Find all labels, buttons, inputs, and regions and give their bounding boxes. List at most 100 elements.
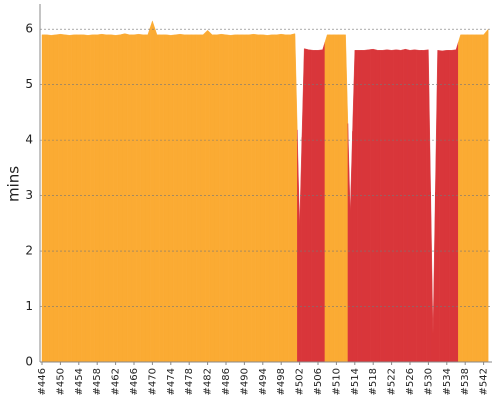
area-segment — [379, 49, 385, 363]
area-segment — [80, 34, 86, 363]
y-tick-label: 0 — [25, 355, 33, 369]
area-segment — [283, 34, 289, 363]
area-segment — [205, 30, 211, 363]
area-segment — [246, 34, 252, 363]
area-segment — [315, 49, 321, 363]
area-segment — [90, 34, 96, 363]
x-tick-label: #506 — [313, 368, 324, 395]
x-tick-label: #474 — [166, 368, 177, 395]
area-segment — [444, 50, 450, 363]
area-segment — [200, 32, 206, 363]
area-segment — [214, 34, 220, 363]
area-segment — [76, 34, 82, 363]
x-tick-label: #510 — [331, 368, 342, 395]
area-segment — [370, 48, 376, 363]
area-segment — [140, 34, 146, 363]
area-segment — [398, 49, 404, 363]
area-segment — [407, 49, 413, 363]
area-segment — [301, 48, 307, 363]
area-segment — [108, 34, 114, 363]
area-segment — [44, 34, 50, 363]
area-segment — [416, 49, 422, 363]
area-segment — [306, 48, 312, 363]
x-tick-label: #458 — [92, 368, 103, 395]
area-segment — [241, 34, 247, 363]
area-segment — [356, 50, 362, 363]
x-tick-label: #518 — [368, 368, 379, 395]
area-segment — [453, 42, 459, 363]
x-tick-label: #534 — [442, 368, 453, 395]
area-segment — [338, 34, 344, 363]
x-tick-label: #494 — [258, 368, 269, 395]
area-segment — [467, 34, 473, 363]
area-segment — [48, 34, 54, 363]
x-tick-label: #490 — [239, 368, 250, 395]
area-segment — [85, 34, 91, 363]
area-segment — [366, 49, 372, 363]
area-segment — [136, 33, 142, 363]
area-segment — [264, 34, 270, 363]
area-segment — [195, 34, 201, 363]
area-segment — [435, 50, 441, 363]
area-segment — [163, 34, 169, 363]
area-segment — [343, 34, 349, 363]
area-segment — [122, 33, 128, 363]
x-tick-label: #482 — [203, 368, 214, 395]
x-tick-label: #542 — [479, 368, 490, 395]
area-segment — [269, 34, 275, 363]
area-segment — [131, 34, 137, 363]
area-segment — [67, 34, 73, 363]
area-segment — [481, 31, 487, 363]
x-tick-label: #466 — [129, 368, 140, 395]
area-segment — [223, 34, 229, 363]
area-segment — [278, 33, 284, 363]
area-segment — [375, 49, 381, 363]
y-tick-label: 6 — [25, 22, 33, 36]
y-axis-label: mins — [5, 166, 23, 202]
area-segment — [439, 50, 445, 363]
area-segment — [113, 34, 119, 363]
area-segment — [260, 34, 266, 363]
x-tick-label: #530 — [423, 368, 434, 395]
area-segment — [186, 34, 192, 363]
area-segment — [389, 49, 395, 363]
x-tick-label: #538 — [460, 368, 471, 395]
area-segment — [421, 49, 427, 363]
y-tick-label: 4 — [25, 133, 33, 147]
area-segment — [329, 34, 335, 363]
area-segment — [471, 34, 477, 363]
area-segment — [476, 34, 482, 363]
area-segment — [402, 48, 408, 363]
area-segment — [287, 33, 293, 363]
area-segment — [149, 20, 155, 363]
area-segment — [251, 33, 257, 363]
area-segment — [462, 34, 468, 363]
area-segment — [57, 33, 63, 363]
area-segment — [99, 33, 105, 363]
area-segment — [458, 34, 464, 363]
x-tick-label: #498 — [276, 368, 287, 395]
y-tick-label: 5 — [25, 77, 33, 91]
x-tick-label: #478 — [184, 368, 195, 395]
area-segment — [393, 49, 399, 363]
x-tick-label: #450 — [55, 368, 66, 395]
area-segment — [41, 34, 45, 363]
x-tick-label: #462 — [111, 368, 122, 395]
area-segment — [384, 49, 390, 363]
area-segment — [237, 34, 243, 363]
area-segment — [297, 129, 303, 363]
area-segment — [71, 34, 77, 363]
x-tick-label: #526 — [405, 368, 416, 395]
x-tick-label: #486 — [221, 368, 232, 395]
area-segment — [448, 49, 454, 363]
area-segment — [145, 27, 151, 363]
area-segment — [94, 34, 100, 363]
area-segment — [255, 34, 261, 363]
area-segment — [228, 34, 234, 363]
x-tick-label: #514 — [350, 368, 361, 395]
area-segment — [62, 34, 68, 363]
area-segment — [485, 28, 489, 363]
area-segment — [159, 34, 165, 363]
area-segment — [53, 34, 59, 363]
area-segment — [320, 42, 326, 363]
